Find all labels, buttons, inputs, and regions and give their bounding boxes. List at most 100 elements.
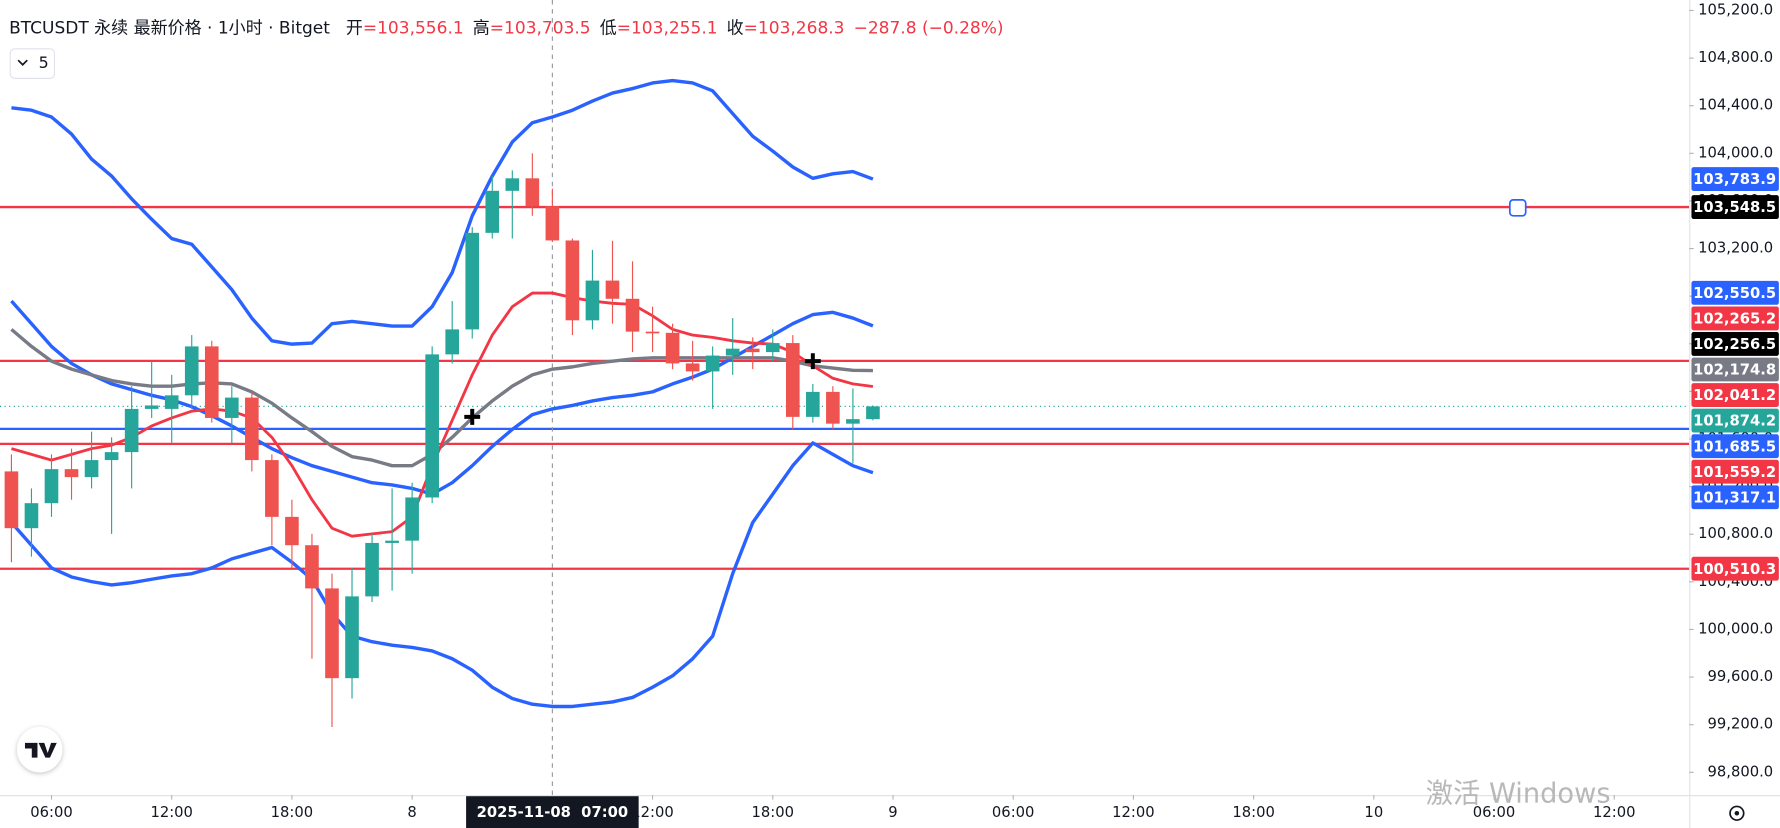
ohlc-label: 低 bbox=[600, 18, 617, 38]
candle-body bbox=[685, 363, 700, 372]
indicator-count: 5 bbox=[39, 53, 49, 72]
ohlc-value: =103,268.3 bbox=[744, 18, 845, 38]
price-label-text: 102,265.2 bbox=[1693, 311, 1776, 328]
candle-body bbox=[104, 452, 119, 461]
price-label-bg bbox=[1691, 280, 1779, 305]
price-label-text: 101,685.5 bbox=[1693, 438, 1776, 455]
y-tick-label: 99,600.0 bbox=[1708, 668, 1774, 685]
candle-body bbox=[365, 542, 379, 597]
candle-body bbox=[505, 178, 520, 191]
price-label-text: 103,783.9 bbox=[1693, 171, 1776, 188]
price-label: 102,265.2 bbox=[1691, 306, 1779, 331]
candle-body bbox=[545, 206, 560, 241]
indicator-line bbox=[10, 299, 874, 496]
crosshair-time-label: 2025-11-08 07:00 bbox=[477, 804, 629, 821]
x-tick-label: 06:00 bbox=[30, 804, 73, 821]
logo-circle[interactable] bbox=[17, 726, 63, 773]
gear[interactable] bbox=[1729, 805, 1745, 821]
x-tick-label: 18:00 bbox=[752, 804, 795, 821]
price-label-bg bbox=[1691, 167, 1779, 191]
x-tick-label: 12:00 bbox=[631, 804, 674, 821]
candle-body bbox=[625, 298, 640, 332]
axes: 105,200.0 104,800.0 104,400.0 104,000.0 103,… bbox=[30, 1, 1779, 828]
candle-body bbox=[785, 343, 800, 417]
ohlc-value: =103,255.1 bbox=[617, 18, 718, 38]
x-tick-label: 12:00 bbox=[1593, 804, 1636, 821]
price-label-bg bbox=[1691, 357, 1779, 382]
tv-logo[interactable] bbox=[17, 726, 63, 773]
candle-body bbox=[826, 391, 840, 424]
candle-body bbox=[345, 596, 359, 679]
price-label-text: 102,174.8 bbox=[1693, 362, 1776, 379]
candle-body bbox=[405, 497, 419, 541]
price-label-bg bbox=[1691, 459, 1779, 484]
y-tick-label: 103,200.0 bbox=[1698, 240, 1773, 257]
candle-body bbox=[645, 331, 660, 334]
y-tick-label: 100,000.0 bbox=[1698, 620, 1773, 637]
price-label: 103,548.5 bbox=[1691, 195, 1779, 219]
candle-body bbox=[245, 397, 259, 461]
candle-body bbox=[204, 346, 219, 418]
candle-body bbox=[124, 408, 139, 453]
y-tick-label: 98,800.0 bbox=[1708, 763, 1774, 780]
ohlc-value: =103,556.1 bbox=[363, 18, 464, 38]
x-tick-label: 12:00 bbox=[1112, 804, 1155, 821]
candle-body bbox=[325, 588, 339, 679]
candle-body bbox=[765, 343, 780, 353]
ohlc-label: 收 bbox=[727, 18, 744, 38]
toggle-box[interactable] bbox=[9, 48, 56, 79]
candle-body bbox=[745, 348, 760, 353]
candle-body bbox=[445, 329, 460, 355]
candle-body bbox=[4, 471, 19, 529]
price-label-text: 103,548.5 bbox=[1693, 199, 1776, 216]
price-label-text: 101,874.2 bbox=[1693, 413, 1776, 430]
candle-body bbox=[305, 545, 319, 589]
price-label-bg bbox=[1691, 383, 1779, 407]
candle-body bbox=[425, 354, 439, 498]
candle-body bbox=[866, 406, 880, 420]
candle-body bbox=[465, 232, 480, 330]
y-tick-label: 104,800.0 bbox=[1698, 49, 1773, 66]
price-label-bg bbox=[1691, 306, 1779, 331]
indicator-line bbox=[11, 291, 874, 538]
price-label-text: 102,550.5 bbox=[1693, 285, 1776, 302]
signal-marker bbox=[804, 353, 821, 370]
gear-center bbox=[1734, 810, 1740, 816]
indicator-toggle[interactable]: 5 bbox=[9, 48, 56, 79]
ohlc-label: 开 bbox=[346, 18, 363, 38]
symbol-title: BTCUSDT 永续 最新价格 · 1小时 · Bitget bbox=[9, 18, 330, 38]
price-label: 102,256.5 bbox=[1691, 332, 1779, 356]
price-label-text: 101,317.1 bbox=[1693, 489, 1776, 506]
candle-body bbox=[565, 240, 580, 321]
candle-body bbox=[164, 395, 179, 409]
price-label: 101,559.2 bbox=[1691, 459, 1779, 484]
x-tick-label: 9 bbox=[888, 804, 897, 821]
price-label: 101,874.2 bbox=[1691, 408, 1779, 433]
candle-body bbox=[665, 332, 680, 364]
price-label: 102,041.2 bbox=[1691, 383, 1779, 407]
candle-body bbox=[265, 460, 279, 517]
candle-body bbox=[224, 397, 239, 418]
indicator-line bbox=[10, 441, 874, 709]
x-tick-label: 18:00 bbox=[271, 804, 314, 821]
y-tick-label: 104,400.0 bbox=[1698, 97, 1773, 114]
signal-marker bbox=[464, 408, 481, 425]
price-label: 101,685.5 bbox=[1691, 434, 1779, 459]
candle-body bbox=[144, 405, 159, 409]
price-label: 103,783.9 bbox=[1691, 167, 1779, 191]
indicator-line bbox=[11, 78, 874, 346]
settings-button[interactable] bbox=[1729, 805, 1745, 821]
candle-body bbox=[806, 391, 820, 417]
candle-body bbox=[585, 280, 600, 321]
candle-body bbox=[385, 540, 399, 543]
alert-handle[interactable] bbox=[1508, 199, 1527, 217]
price-label-bg bbox=[1691, 556, 1779, 581]
x-tick-label: 18:00 bbox=[1232, 804, 1275, 821]
logo-mark bbox=[24, 742, 57, 758]
candle-body bbox=[525, 178, 540, 207]
chevron bbox=[17, 59, 28, 66]
price-label: 101,317.1 bbox=[1691, 485, 1779, 510]
x-tick-label: 10 bbox=[1364, 804, 1383, 821]
